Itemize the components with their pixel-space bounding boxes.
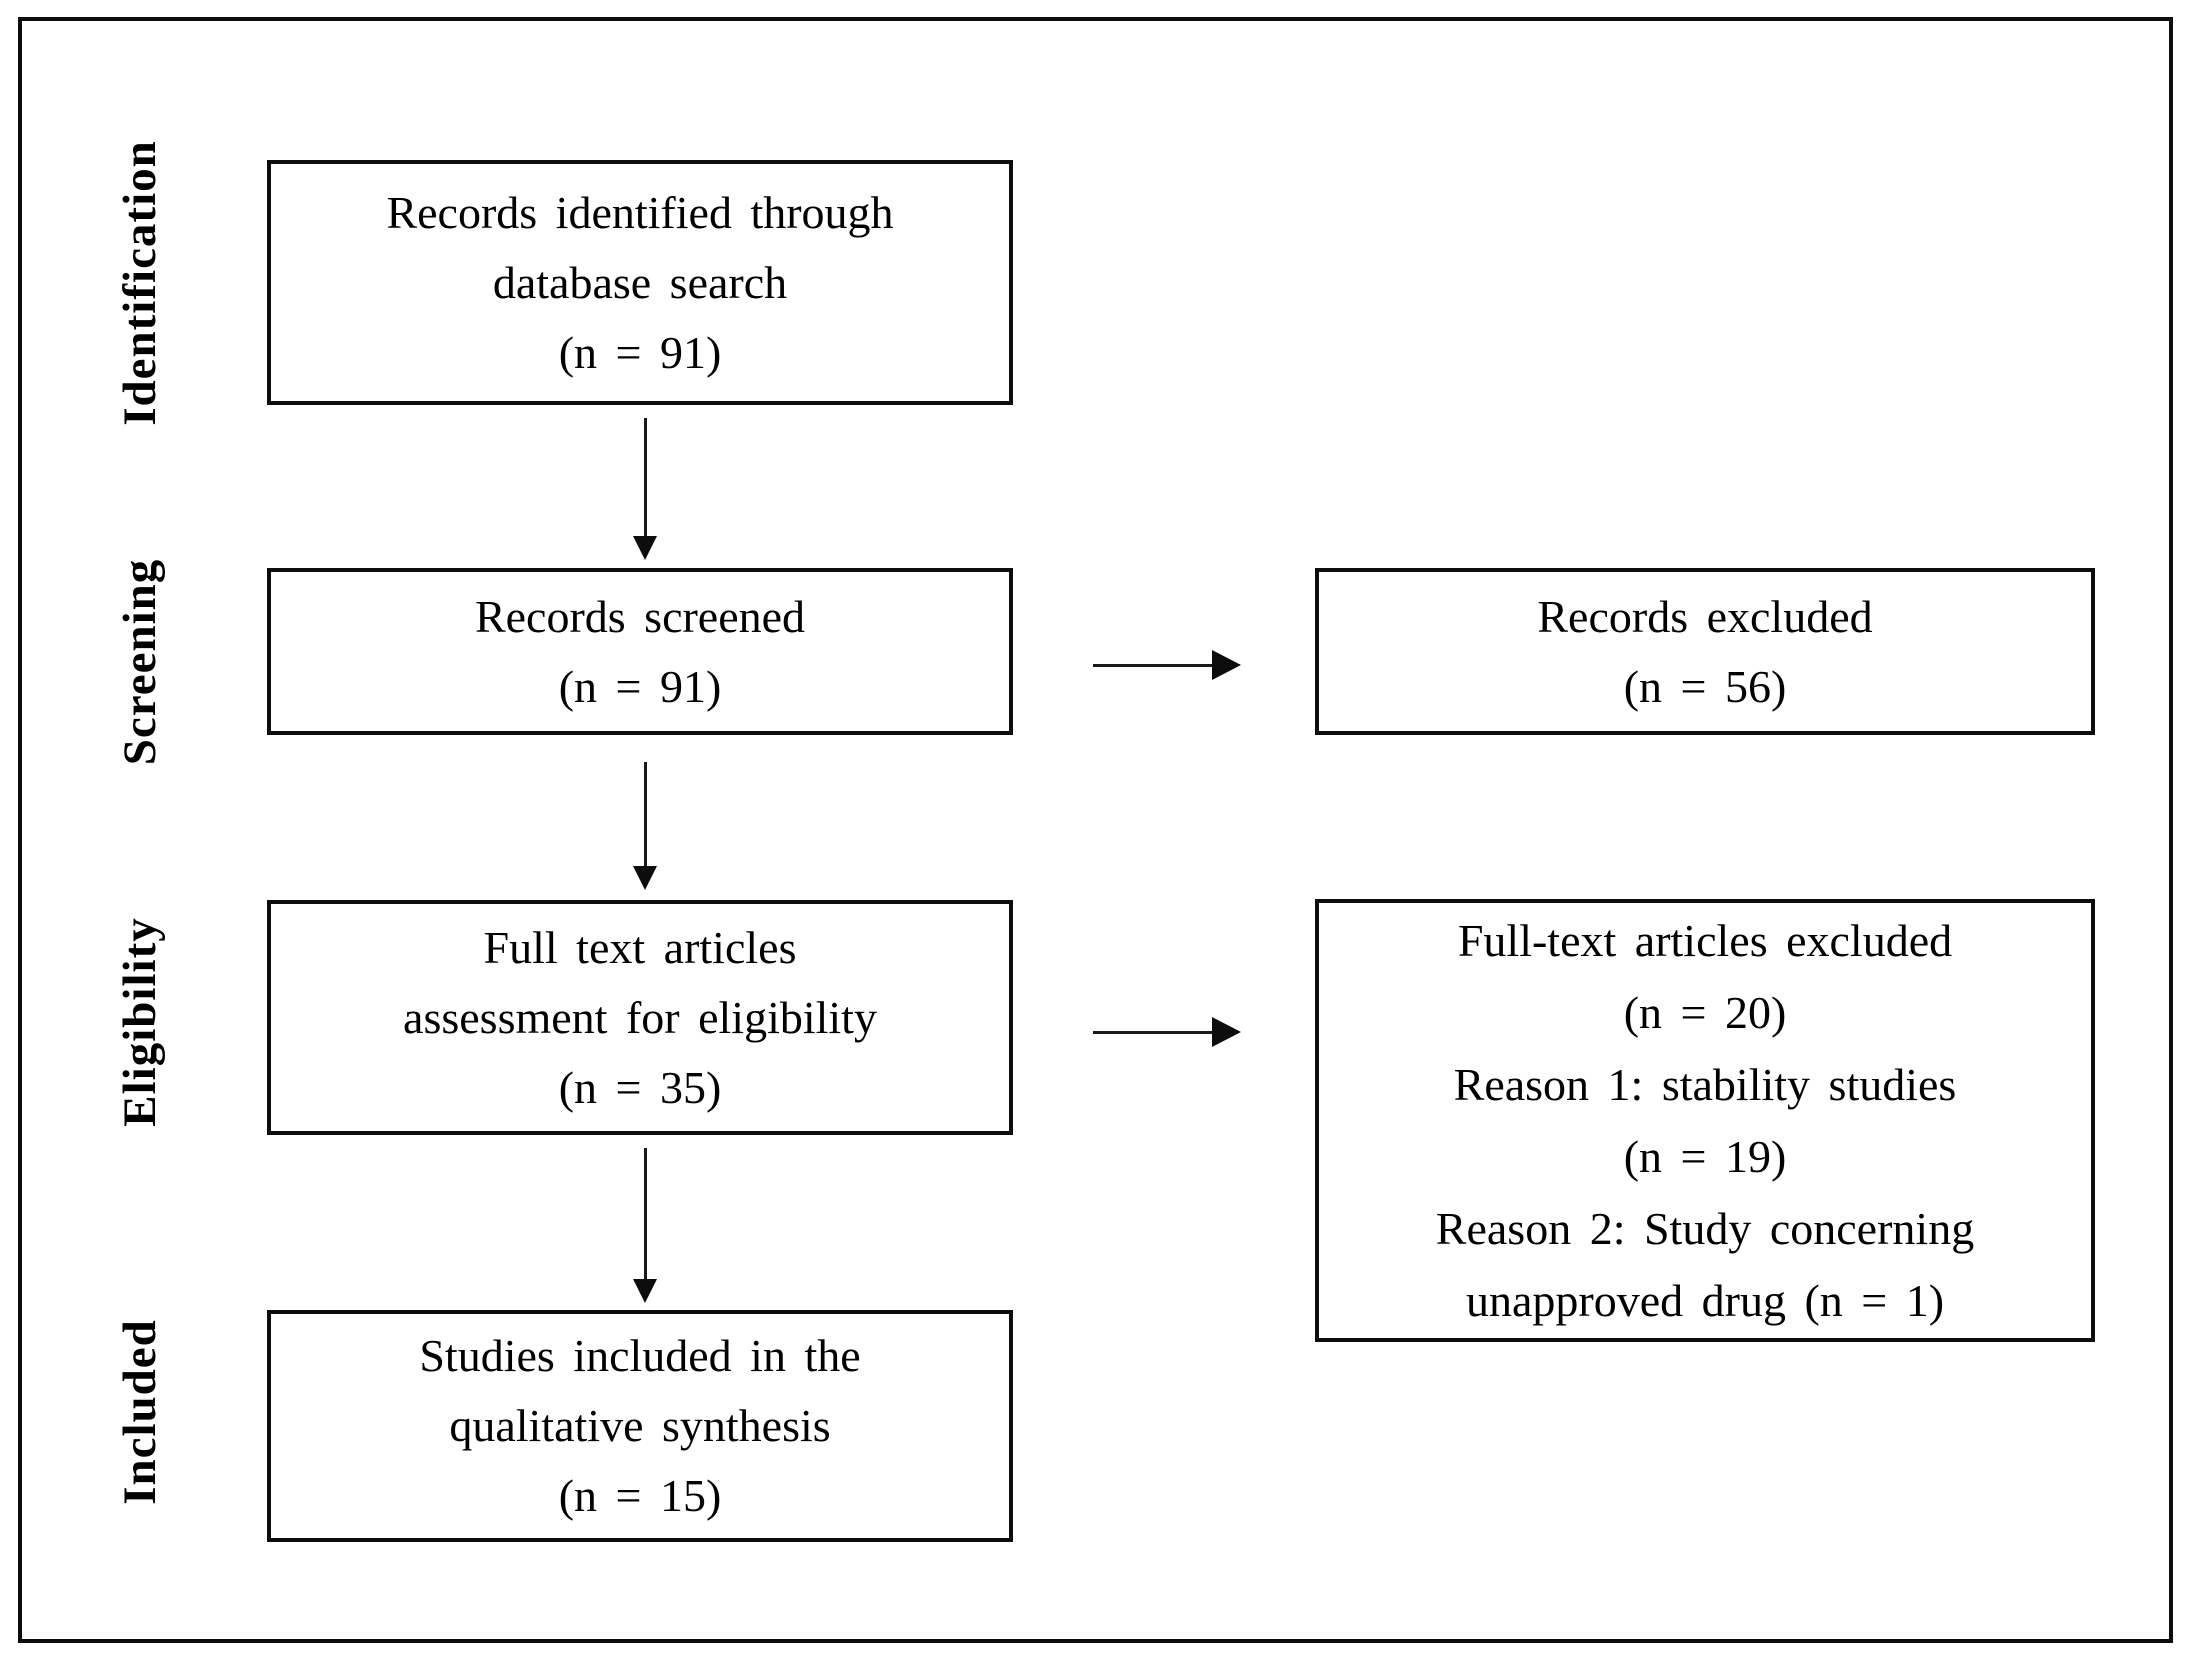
- box-studies-included: Studies included in the qualitative synt…: [267, 1310, 1013, 1542]
- diagram-border: [18, 17, 2173, 1643]
- box-text-line: (n = 91): [558, 326, 722, 378]
- box-text-line: unapproved drug (n = 1): [1465, 1274, 1945, 1326]
- box-text-line: Studies included in the: [419, 1330, 861, 1381]
- box-fulltext-assessed: Full text articles assessment for eligib…: [267, 900, 1013, 1135]
- box-text-line: (n = 56): [1623, 660, 1787, 712]
- box-text-line: (n = 19): [1623, 1130, 1787, 1182]
- arrow-head: [633, 1279, 657, 1303]
- stage-label-identification: Identification: [114, 140, 166, 426]
- box-text-line: Records excluded: [1537, 590, 1873, 642]
- box-text-line: (n = 35): [558, 1061, 722, 1113]
- box-text-line: (n = 15): [558, 1470, 722, 1521]
- stage-label-screening: Screening: [114, 558, 166, 766]
- arrow-shaft: [1093, 663, 1212, 667]
- arrow-shaft: [643, 762, 647, 866]
- arrow-shaft: [643, 418, 647, 536]
- arrow-down-eligibility-to-included-icon: [632, 1148, 658, 1303]
- box-text-line: Records screened: [474, 590, 806, 642]
- arrow-down-identification-to-screening-icon: [632, 418, 658, 560]
- box-text-line: Reason 1: stability studies: [1453, 1058, 1957, 1110]
- stage-label-eligibility: Eligibility: [114, 917, 166, 1127]
- arrow-head: [1212, 1017, 1241, 1047]
- box-text-line: (n = 20): [1623, 986, 1787, 1038]
- stage-label-included: Included: [114, 1319, 166, 1505]
- arrow-right-eligibility-excluded-icon: [1093, 1017, 1241, 1047]
- box-fulltext-excluded: Full-text articles excluded (n = 20) Rea…: [1315, 899, 2095, 1342]
- arrow-right-screening-excluded-icon: [1093, 650, 1241, 680]
- box-text-line: qualitative synthesis: [449, 1400, 831, 1451]
- box-text-line: assessment for eligibility: [403, 991, 877, 1043]
- box-records-excluded: Records excluded (n = 56): [1315, 568, 2095, 735]
- arrow-head: [1212, 650, 1241, 680]
- box-text-line: Full-text articles excluded: [1457, 914, 1953, 966]
- box-text-line: database search: [492, 256, 788, 308]
- arrow-shaft: [1093, 1030, 1212, 1034]
- box-text-line: (n = 91): [558, 660, 722, 712]
- arrow-shaft: [643, 1148, 647, 1279]
- box-text-line: Reason 2: Study concerning: [1435, 1202, 1975, 1254]
- arrow-head: [633, 866, 657, 890]
- box-records-identified: Records identified through database sear…: [267, 160, 1013, 405]
- box-text-line: Full text articles: [483, 921, 797, 973]
- box-records-screened: Records screened (n = 91): [267, 568, 1013, 735]
- arrow-down-screening-to-eligibility-icon: [632, 762, 658, 890]
- arrow-head: [633, 536, 657, 560]
- box-text-line: Records identified through: [386, 186, 894, 238]
